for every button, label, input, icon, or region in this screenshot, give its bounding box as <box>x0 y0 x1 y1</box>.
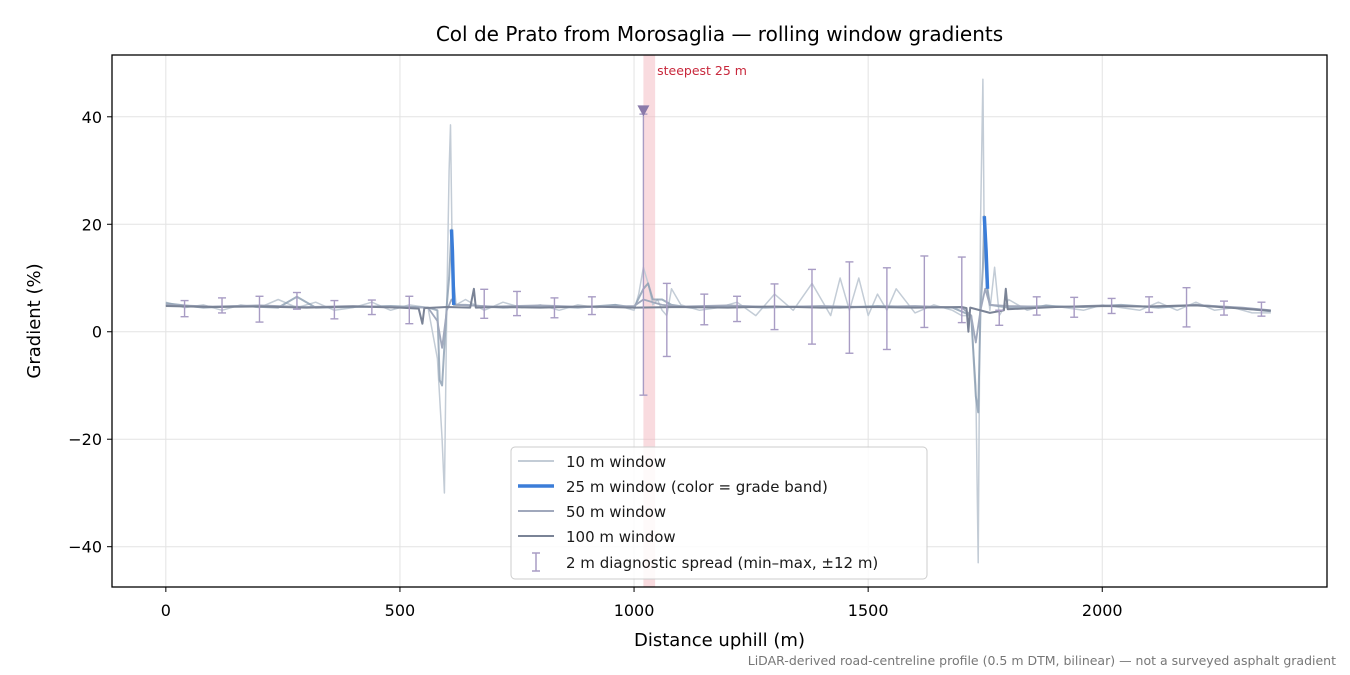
errorbar <box>770 283 779 331</box>
legend-box <box>510 446 928 580</box>
footnote: LiDAR-derived road-centreline profile (0… <box>748 653 1336 668</box>
errorbar <box>957 256 966 324</box>
errorbar-layer <box>180 113 1266 396</box>
errorbar <box>513 290 521 317</box>
errorbar <box>1182 286 1191 328</box>
errorbar <box>807 268 816 345</box>
series-50m-line <box>165 287 1271 349</box>
errorbar <box>1219 300 1228 316</box>
errorbar <box>330 299 339 320</box>
x-tick-label: 1000 <box>614 601 655 620</box>
y-tick-label: 40 <box>82 108 102 127</box>
errorbar <box>587 296 596 316</box>
steepest-label: steepest 25 m <box>657 63 747 78</box>
errorbar <box>920 255 929 329</box>
errorbar <box>1032 296 1041 316</box>
errorbar <box>292 291 301 310</box>
steepest-band <box>643 55 656 587</box>
steepest-marker <box>637 105 650 117</box>
errorbar <box>405 295 414 325</box>
x-axis-title: Distance uphill (m) <box>634 630 805 651</box>
errorbar <box>1107 297 1116 315</box>
errorbar <box>218 297 227 314</box>
errorbar <box>180 299 189 318</box>
chart-title: Col de Prato from Morosaglia — rolling w… <box>436 22 1003 46</box>
series-25m-band-segment <box>449 229 456 305</box>
errorbar <box>700 293 709 326</box>
legend-swatch-diag <box>532 552 540 572</box>
errorbar <box>1257 301 1266 317</box>
errorbar <box>255 295 264 323</box>
y-tick-label: −20 <box>68 430 102 449</box>
x-tick-label: 2000 <box>1082 601 1123 620</box>
legend-label-25m: 25 m window (color = grade band) <box>566 478 828 496</box>
series-25m-line <box>165 215 1271 414</box>
errorbar <box>367 299 376 316</box>
series-layer <box>165 78 1271 564</box>
tick-layer: 0 500 1000 1500 2000 −40 −20 0 20 40 <box>68 108 1122 620</box>
y-tick-label: 20 <box>82 215 102 234</box>
errorbar <box>550 297 559 319</box>
errorbar <box>845 261 854 354</box>
x-tick-label: 500 <box>385 601 416 620</box>
errorbar <box>733 295 742 323</box>
series-25m-band-segment <box>982 216 990 289</box>
errorbar <box>480 288 489 320</box>
legend-label-10m: 10 m window <box>566 453 666 471</box>
errorbar <box>1145 296 1154 314</box>
errorbar <box>662 282 671 358</box>
x-tick-label: 1500 <box>848 601 889 620</box>
legend-label-100m: 100 m window <box>566 528 676 546</box>
steepest-band-layer <box>643 55 656 587</box>
errorbar <box>995 309 1004 326</box>
errorbar <box>1070 296 1079 318</box>
y-axis-title: Gradient (%) <box>24 263 45 378</box>
annotation-layer: steepest 25 m <box>637 63 747 117</box>
series-100m-line <box>165 287 1271 333</box>
legend-label-diag: 2 m diagnostic spread (min–max, ±12 m) <box>566 554 878 572</box>
plot-frame <box>111 54 1328 588</box>
legend-label-50m: 50 m window <box>566 503 666 521</box>
y-tick-label: 0 <box>92 323 102 342</box>
y-tick-label: −40 <box>68 538 102 557</box>
x-tick-label: 0 <box>161 601 171 620</box>
legend: 10 m window 25 m window (color = grade b… <box>510 446 928 580</box>
errorbar <box>882 267 891 351</box>
